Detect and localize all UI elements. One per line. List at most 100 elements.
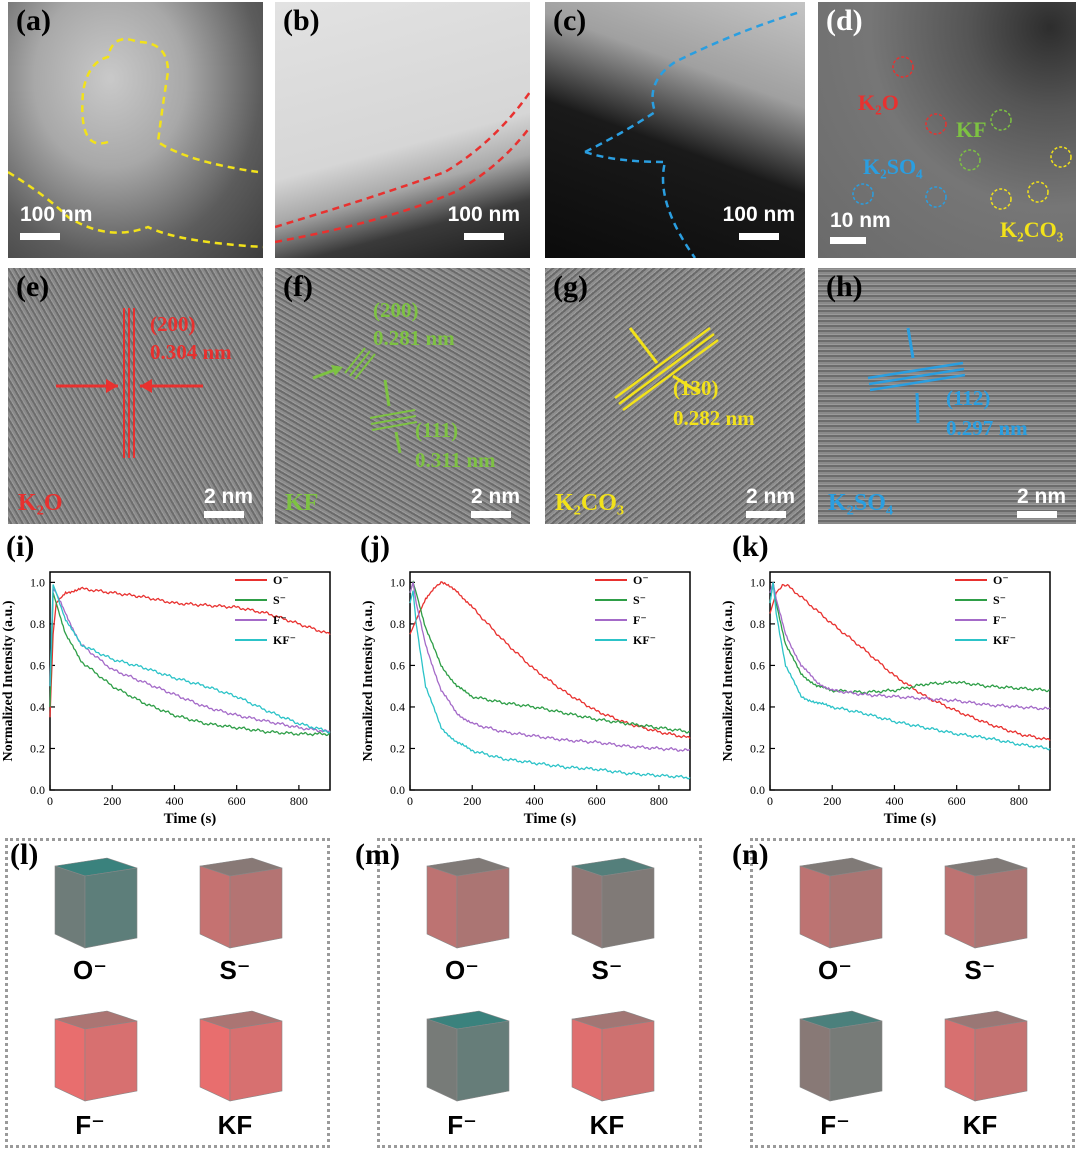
cube-left-face: [571, 865, 603, 949]
tem-panel-a: (a) 100 nm: [8, 2, 263, 258]
cube-render: [935, 852, 1035, 950]
cube-render: [190, 1005, 290, 1103]
x-axis-label: Time (s): [884, 811, 937, 827]
y-tick-label: 1.0: [750, 575, 765, 589]
legend-label: F⁻: [273, 613, 287, 627]
x-tick-label: 800: [1010, 794, 1028, 808]
series-line-2: [409, 582, 691, 752]
y-tick-label: 0.8: [390, 617, 405, 631]
scale-bar-a: 100 nm: [20, 203, 92, 240]
spacing-f1: 0.281 nm: [373, 326, 455, 350]
x-tick-label: 600: [228, 794, 246, 808]
hrtem-panel-h: (h) (112) 0.297 nm K₂SO₄ 2 nm: [818, 268, 1076, 524]
cube-right-face: [229, 867, 283, 949]
cube-caption: KF: [589, 1110, 625, 1140]
panel-label-f: (f): [283, 270, 313, 303]
scale-bar-g: 2 nm: [745, 485, 795, 518]
x-axis-label: Time (s): [164, 811, 217, 827]
hrtem-panel-g: (g) (130) 0.282 nm K₂CO₃ 2 nm: [545, 268, 805, 524]
crystal-markers: [852, 56, 1072, 210]
plot-frame: [49, 571, 331, 791]
x-tick-label: 600: [588, 794, 606, 808]
cube-caption: S⁻: [219, 955, 251, 985]
y-tick-label: 0.0: [750, 783, 765, 797]
y-tick-label: 0.8: [750, 617, 765, 631]
chart-k-wrap: (k) 0.0 0.2 0.4 0.6 0.8 1.0 0 200 400 600 800 Time …: [720, 530, 1080, 835]
tem-panel-d: (d) K₂O KF K₂SO₄ K₂CO₃ 10 nm: [818, 2, 1076, 258]
spacing-e: 0.304 nm: [150, 340, 232, 364]
series-line-0: [409, 581, 691, 739]
scale-text-b: 100 nm: [447, 203, 520, 226]
series-line-0: [49, 586, 331, 718]
y-tick-label: 0.2: [30, 741, 45, 755]
spacing-f2: 0.311 nm: [415, 448, 496, 472]
x-tick-label: 200: [463, 794, 481, 808]
chart-j: 0.0 0.2 0.4 0.6 0.8 1.0 0 200 400 600 800 Time (s) N…: [361, 571, 691, 827]
cube-left-face: [199, 865, 231, 949]
plane-f1: (200): [373, 298, 419, 322]
cube-render: [417, 1005, 517, 1103]
cube-right-face: [456, 867, 510, 949]
series-line-1: [409, 580, 690, 734]
scale-text-e: 2 nm: [203, 485, 253, 508]
panel-label-e: (e): [16, 270, 50, 303]
legend-label: F⁻: [993, 613, 1007, 627]
y-tick-label: 0.6: [30, 658, 45, 672]
legend-label: S⁻: [993, 593, 1006, 607]
legend-label: O⁻: [993, 573, 1009, 587]
legend-label: F⁻: [633, 613, 647, 627]
scale-text-d: 10 nm: [830, 209, 891, 232]
legend-label: KF⁻: [273, 633, 296, 647]
x-tick-label: 200: [103, 794, 121, 808]
x-axis-label: Time (s): [524, 811, 577, 827]
cube-caption: F⁻: [75, 1110, 105, 1140]
cube-render: [562, 852, 662, 950]
phase-e: K₂O: [18, 490, 63, 516]
cube-caption: S⁻: [964, 955, 996, 985]
hrtem-panel-e: (e) (200) 0.304 nm K₂O 2 nm: [8, 268, 263, 524]
y-axis-label: Normalized Intensity (a.u.): [721, 600, 736, 761]
cube-render: [935, 1005, 1035, 1103]
k2co3-annotation: K₂CO₃: [1000, 217, 1064, 242]
y-tick-label: 0.2: [750, 741, 765, 755]
legend-label: S⁻: [273, 593, 286, 607]
y-axis-label: Normalized Intensity (a.u.): [1, 600, 16, 761]
legend-label: S⁻: [633, 593, 646, 607]
chart-label-i: (i): [6, 530, 35, 563]
cube-right-face: [229, 1020, 283, 1102]
plane-h: (112): [946, 386, 991, 410]
x-tick-label: 0: [767, 794, 773, 808]
series-line-1: [49, 592, 331, 737]
cube-caption: F⁻: [447, 1110, 477, 1140]
cube-right-face: [974, 1020, 1028, 1102]
series-line-3: [769, 582, 1051, 751]
y-axis-label: Normalized Intensity (a.u.): [361, 600, 376, 761]
chart-i: 0.0 0.2 0.4 0.6 0.8 1.0 0 200 400 600 800 Time (s) N…: [1, 571, 331, 827]
cube-render: [45, 1005, 145, 1103]
layer-outline: [275, 91, 530, 244]
y-tick-label: 0.8: [30, 617, 45, 631]
scale-bar-h: 2 nm: [1016, 485, 1066, 518]
x-tick-label: 0: [407, 794, 413, 808]
panel-label-c: (c): [553, 4, 587, 37]
cube-right-face: [456, 1020, 510, 1102]
cube-right-face: [84, 1020, 138, 1102]
chart-label-j: (j): [360, 530, 390, 563]
legend-label: KF⁻: [993, 633, 1016, 647]
k2so4-annotation: K₂SO₄: [863, 154, 923, 179]
y-tick-label: 0.0: [390, 783, 405, 797]
lattice-marker-g: [614, 326, 719, 412]
cube-render: [190, 852, 290, 950]
cube-caption: O⁻: [73, 955, 107, 985]
y-tick-label: 1.0: [390, 575, 405, 589]
lattice-marker-e: [56, 308, 203, 458]
plot-frame: [769, 571, 1051, 791]
chart-k: 0.0 0.2 0.4 0.6 0.8 1.0 0 200 400 600 800 Time (s) N…: [721, 571, 1051, 827]
scale-text-c: 100 nm: [722, 203, 795, 226]
cube-right-face: [601, 867, 655, 949]
cube-render: [790, 852, 890, 950]
x-tick-label: 200: [823, 794, 841, 808]
scale-text-h: 2 nm: [1016, 485, 1066, 508]
cube-right-face: [974, 867, 1028, 949]
cube-label-n: (n): [732, 838, 769, 871]
